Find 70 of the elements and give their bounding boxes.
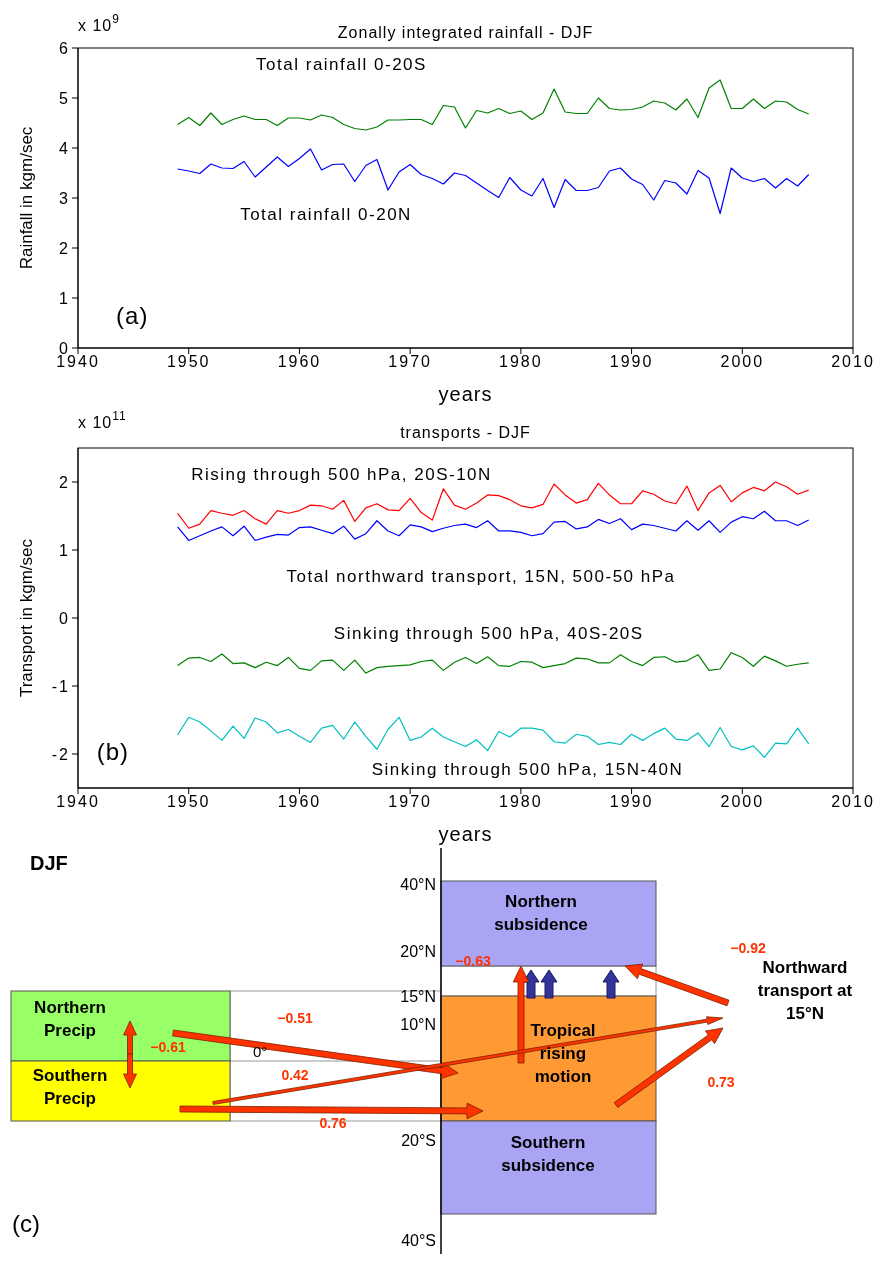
line-series xyxy=(177,716,810,758)
x-tick-label: 2010 xyxy=(831,793,875,811)
text: Total rainfall 0-20S xyxy=(256,55,427,75)
y-tick-label: 1 xyxy=(59,289,70,307)
text: 40°S xyxy=(401,1232,436,1250)
x-tick-label: 1970 xyxy=(388,793,432,811)
y-tick-label: -1 xyxy=(51,677,70,695)
text: DJF xyxy=(30,852,68,874)
text: 0° xyxy=(253,1042,268,1060)
x-tick-label: 1940 xyxy=(56,353,100,371)
line-series xyxy=(177,652,810,674)
annotation: (a) xyxy=(116,302,149,330)
x-axis-title: years xyxy=(438,383,493,405)
x-tick-label: 2010 xyxy=(831,353,875,371)
x-tick-label: 1970 xyxy=(388,353,432,371)
text: 0.42 xyxy=(281,1066,309,1083)
y-tick-label: 2 xyxy=(59,473,70,491)
text: 0.73 xyxy=(707,1073,735,1090)
x-tick-label: 1960 xyxy=(277,793,322,811)
chart-title: transports - DJF xyxy=(400,424,531,441)
y-tick-label: 4 xyxy=(59,139,70,157)
y-tick-label: -2 xyxy=(51,745,70,763)
text: Southern subsidence xyxy=(501,1132,595,1175)
series-label: Total northward transport, 15N, 500-50 hPa xyxy=(286,566,676,586)
series-label: Rising through 500 hPa, 20S-10N xyxy=(191,464,492,484)
line-series xyxy=(177,510,810,542)
x-tick-label: 1950 xyxy=(166,353,211,371)
text: 20°S xyxy=(401,1132,436,1150)
line-series xyxy=(177,79,810,131)
x-tick-label: 1990 xyxy=(609,353,654,371)
x-tick-label: 2000 xyxy=(720,353,765,371)
y-tick-label: 1 xyxy=(59,541,70,559)
line-series xyxy=(177,481,810,529)
text: (c) xyxy=(12,1210,40,1238)
text: 10°N xyxy=(400,1016,436,1034)
x-tick-label: 1990 xyxy=(609,793,654,811)
text: x 10$^{9}$ xyxy=(78,12,120,35)
text: 20°N xyxy=(400,943,436,961)
annotation: (b) xyxy=(96,738,130,766)
text: −0.63 xyxy=(455,952,491,969)
chart-title: Zonally integrated rainfall - DJF xyxy=(337,24,594,41)
x-tick-label: 1940 xyxy=(56,793,100,811)
text: 0.76 xyxy=(319,1114,347,1131)
text: Southern Precip xyxy=(32,1065,108,1108)
text: −0.61 xyxy=(150,1038,186,1055)
text: Northern subsidence xyxy=(494,891,588,934)
y-axis-title: Rainfall in kgm/sec xyxy=(17,126,37,270)
text: −0.51 xyxy=(277,1009,313,1026)
text: −0.92 xyxy=(730,939,766,956)
x-tick-label: 1980 xyxy=(499,793,543,811)
x-axis-title: years xyxy=(438,823,493,845)
text: Northward transport at 15°N xyxy=(757,958,853,1024)
y-tick-label: 6 xyxy=(59,39,70,57)
x-tick-label: 2000 xyxy=(720,793,765,811)
text: Northern Precip xyxy=(34,997,106,1040)
text: x 10$^{11}$ xyxy=(78,409,127,432)
x-tick-label: 1950 xyxy=(166,793,211,811)
y-tick-label: 0 xyxy=(59,609,70,627)
text: 15°N xyxy=(400,988,436,1006)
y-tick-label: 2 xyxy=(59,239,70,257)
x-tick-label: 1980 xyxy=(499,353,543,371)
x-tick-label: 1960 xyxy=(277,353,322,371)
series-label: Sinking through 500 hPa, 40S-20S xyxy=(333,624,644,644)
series-label: Sinking through 500 hPa, 15N-40N xyxy=(371,760,684,780)
text: 40°N xyxy=(400,876,436,894)
y-axis-title: Transport in kgm/sec xyxy=(17,538,37,698)
y-tick-label: 5 xyxy=(59,89,70,107)
y-tick-label: 3 xyxy=(59,189,70,207)
series-label: Total rainfall 0-20N xyxy=(240,205,412,225)
text: Tropical rising motion xyxy=(530,1021,596,1087)
